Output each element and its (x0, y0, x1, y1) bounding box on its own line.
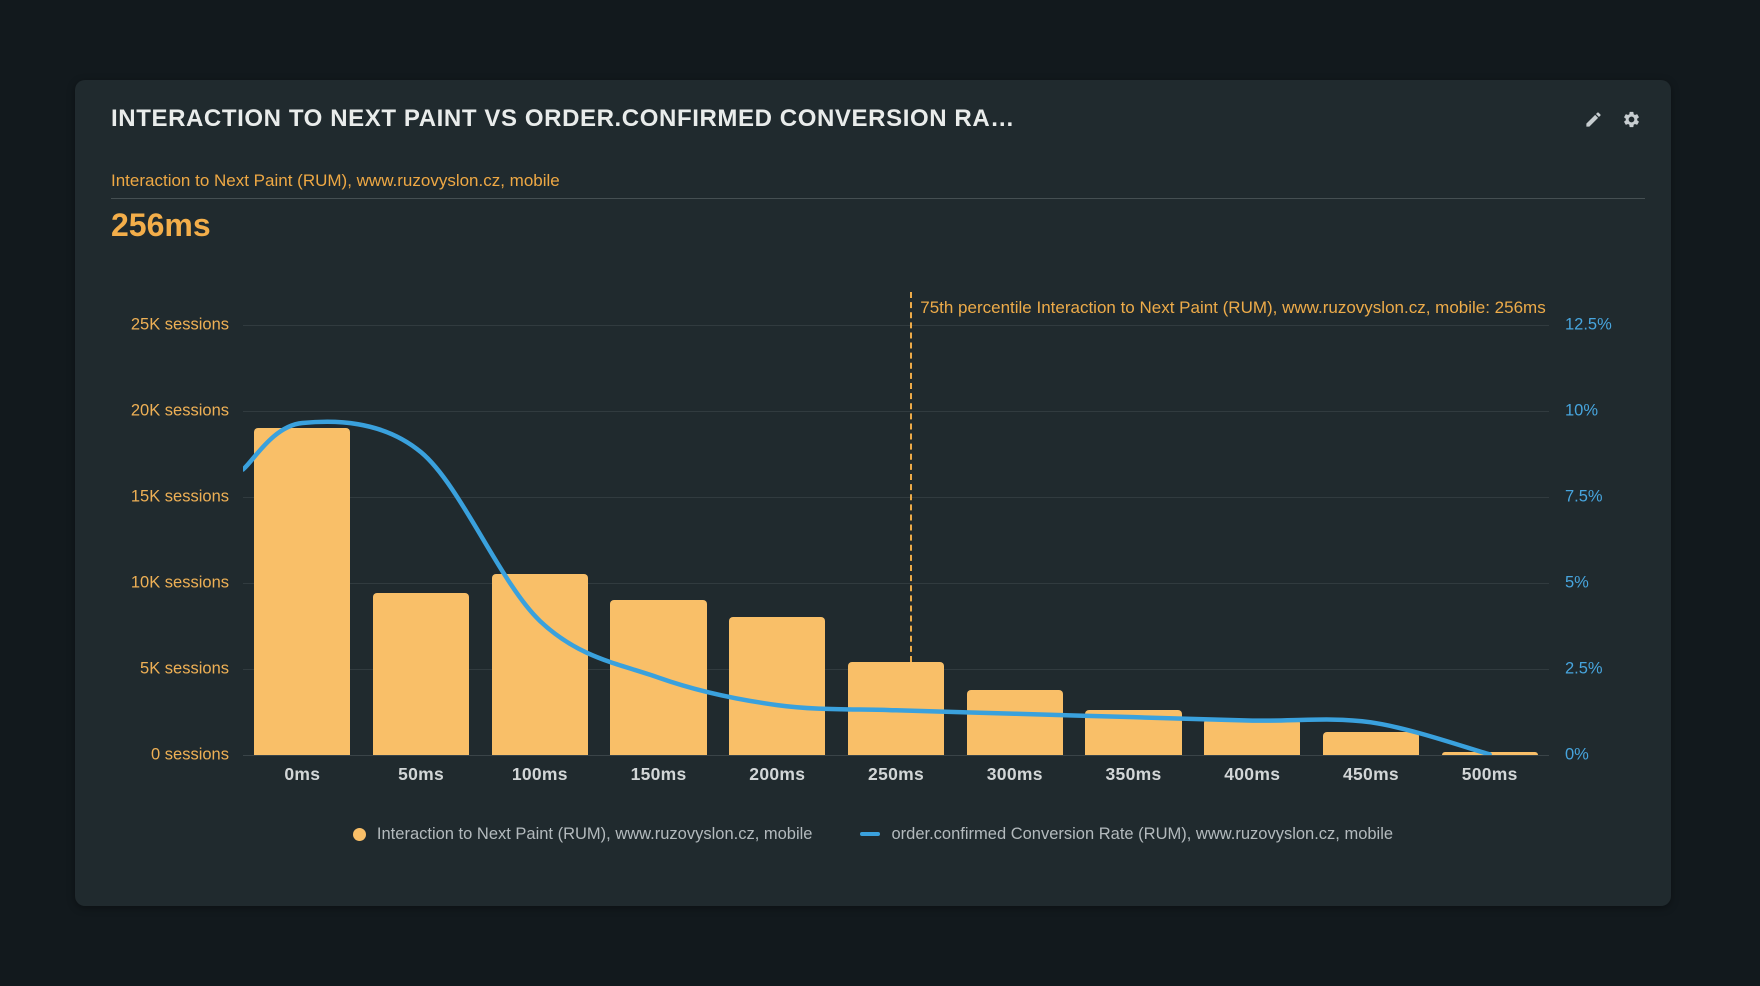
y-tick-right: 7.5% (1565, 487, 1603, 506)
x-tick-label: 250ms (868, 764, 925, 784)
metric-label: Interaction to Next Paint (RUM), www.ruz… (111, 171, 560, 190)
gridline (243, 583, 1549, 584)
x-tick-label: 50ms (398, 764, 445, 784)
bar-100ms (491, 574, 588, 755)
percentile-marker-line (910, 292, 913, 663)
widget-title: INTERACTION TO NEXT PAINT VS ORDER.CONFI… (111, 105, 1015, 132)
bar-400ms (1204, 718, 1301, 755)
bar-slot (480, 325, 599, 755)
y-tick-right: 0% (1565, 745, 1589, 764)
edit-button[interactable] (1583, 109, 1603, 129)
legend-item-bar-series[interactable]: Interaction to Next Paint (RUM), www.ruz… (352, 824, 813, 844)
y-tick-right: 2.5% (1565, 659, 1603, 678)
legend-item-line-series[interactable]: order.confirmed Conversion Rate (RUM), w… (860, 825, 1393, 844)
legend: Interaction to Next Paint (RUM), www.ruz… (75, 822, 1671, 846)
y-tick-left: 25K sessions (130, 315, 229, 334)
x-tick-label: 350ms (1105, 764, 1162, 784)
chart: 25K sessions 20K sessions 15K sessions 10K … (75, 292, 1671, 764)
metric-value: 256ms (111, 207, 211, 243)
legend-dot-icon (352, 827, 366, 841)
y-tick-left: 0 sessions (151, 745, 229, 764)
legend-dash-icon (860, 832, 881, 836)
bar-450ms (1322, 731, 1420, 755)
x-tick-label: 400ms (1224, 764, 1281, 784)
line-series (243, 325, 1549, 755)
x-tick-label: 100ms (511, 764, 568, 784)
widget-toolbar (1583, 109, 1641, 129)
y-tick-left: 10K sessions (130, 573, 229, 592)
y-axis-left: 25K sessions 20K sessions 15K sessions 10K … (75, 316, 243, 764)
gridline (243, 325, 1549, 326)
divider (111, 198, 1645, 199)
bar-slot (955, 325, 1074, 755)
bar-0ms (254, 428, 351, 755)
x-tick-label: 450ms (1342, 764, 1399, 784)
bar-50ms (373, 593, 470, 755)
y-axis-right: 12.5% 10% 7.5% 5% 2.5% 0% (1549, 316, 1671, 764)
bar-slot (243, 325, 362, 755)
x-tick-label: 500ms (1461, 764, 1518, 784)
y-tick-right: 5% (1565, 573, 1589, 592)
gear-icon (1622, 110, 1641, 129)
x-tick-label: 300ms (986, 764, 1043, 784)
x-tick-label: 0ms (284, 764, 321, 784)
legend-label: Interaction to Next Paint (RUM), www.ruz… (376, 824, 813, 843)
bar-slot (1312, 325, 1431, 755)
chart-widget-card: INTERACTION TO NEXT PAINT VS ORDER.CONFI… (75, 80, 1671, 906)
y-tick-left: 5K sessions (140, 659, 229, 678)
gridline (243, 755, 1549, 756)
legend-label: order.confirmed Conversion Rate (RUM), w… (891, 824, 1394, 843)
x-tick-label: 200ms (749, 764, 806, 784)
y-tick-right: 12.5% (1565, 315, 1612, 334)
gridline (243, 497, 1549, 498)
y-tick-right: 10% (1565, 401, 1599, 420)
bar-slot (718, 325, 837, 755)
bar-200ms (729, 617, 826, 755)
pencil-icon (1584, 110, 1603, 129)
plot-area: 75th percentile Interaction to Next Pain… (243, 292, 1549, 756)
bar-300ms (966, 689, 1063, 755)
y-tick-left: 15K sessions (130, 487, 229, 506)
settings-button[interactable] (1621, 109, 1641, 129)
widget-header: INTERACTION TO NEXT PAINT VS ORDER.CONFI… (111, 102, 1641, 136)
bar-slot (1193, 325, 1312, 755)
percentile-marker-label: 75th percentile Interaction to Next Pain… (920, 298, 1546, 317)
x-axis-labels: 0ms 50ms 100ms 150ms 200ms 250ms 300ms 350ms 400… (243, 764, 1549, 785)
y-tick-left: 20K sessions (130, 401, 229, 420)
bar-slot (362, 325, 481, 755)
x-tick-label: 150ms (630, 764, 687, 784)
gridline (243, 411, 1549, 412)
